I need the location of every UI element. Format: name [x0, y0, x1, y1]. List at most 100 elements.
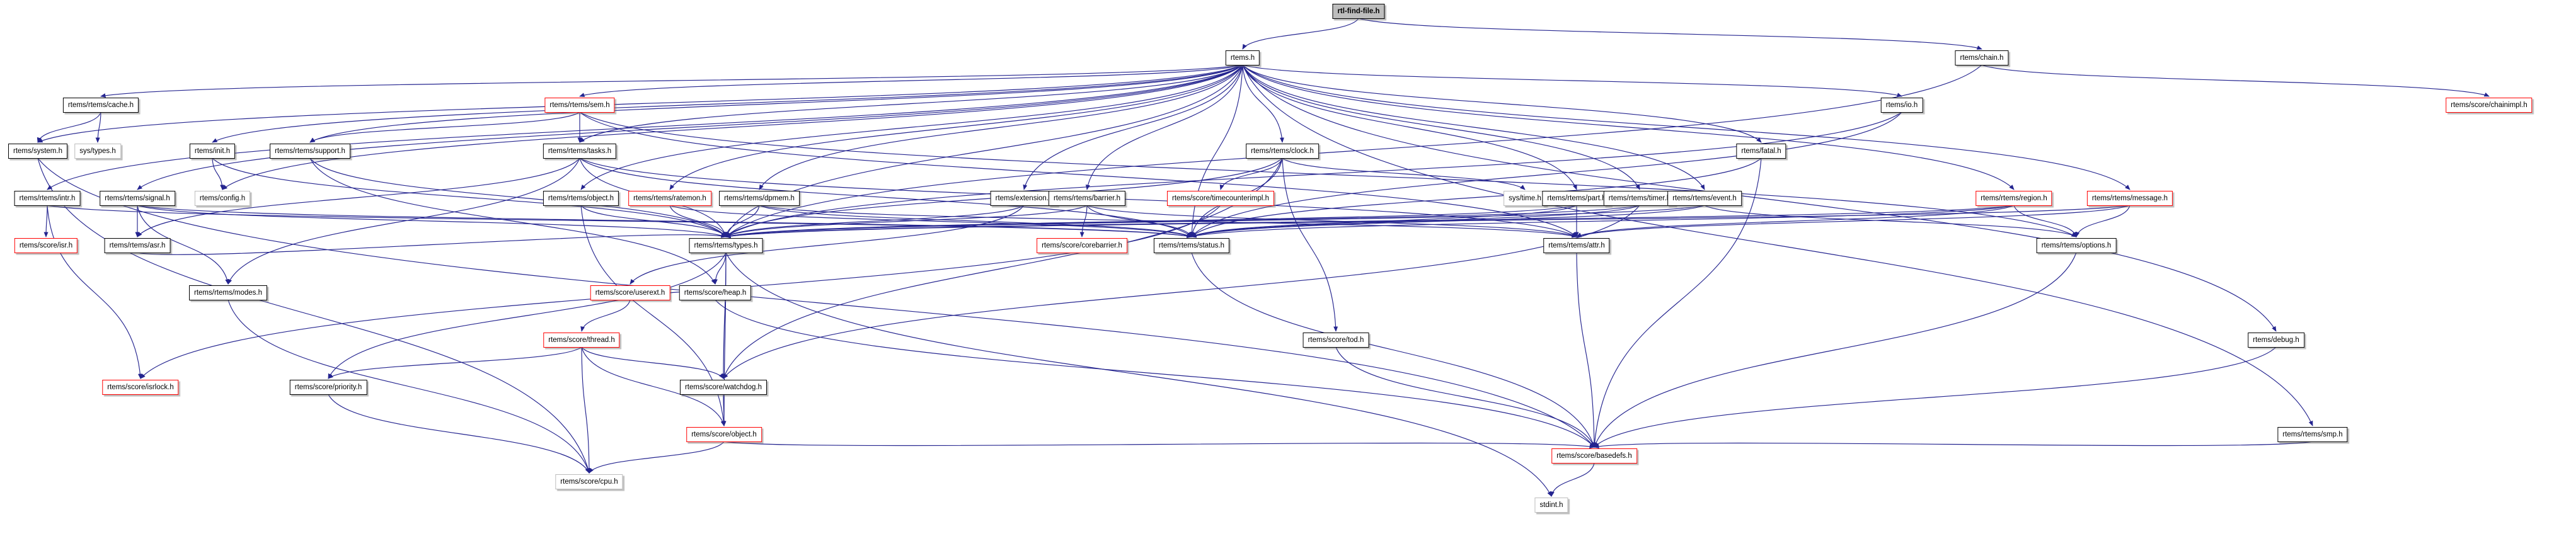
node-config[interactable]: rtems/config.h	[194, 191, 251, 206]
node-timer[interactable]: rtems/rtems/timer.h	[1603, 191, 1676, 206]
edge-ratemon-to-status	[669, 205, 1192, 237]
node-clock[interactable]: rtems/rtems/clock.h	[1246, 144, 1319, 159]
node-systypes[interactable]: sys/types.h	[74, 144, 121, 159]
edge-clock-to-tod	[1282, 157, 1338, 332]
node-tasks[interactable]: rtems/rtems/tasks.h	[543, 144, 617, 159]
edge-cache-to-system	[37, 111, 101, 143]
node-isr[interactable]: rtems/score/isr.h	[14, 238, 78, 253]
node-io[interactable]: rtems/io.h	[1880, 98, 1923, 113]
node-root[interactable]: rtl-find-file.h	[1332, 4, 1385, 19]
edge-dpmem-to-rtypes	[724, 205, 760, 237]
node-asr[interactable]: rtems/rtems/asr.h	[104, 238, 171, 253]
edge-cache-to-systypes	[95, 111, 101, 143]
node-message[interactable]: rtems/rtems/message.h	[2086, 191, 2173, 206]
edge-rtypes-to-heap	[713, 252, 727, 285]
edge-robject-to-rtypes	[580, 205, 727, 237]
edge-barrier-to-attr	[1086, 205, 1577, 237]
node-debug[interactable]: rtems/debug.h	[2248, 333, 2304, 348]
node-part[interactable]: rtems/rtems/part.h	[1542, 191, 1611, 206]
edge-rtems_h-to-ratemon	[669, 64, 1243, 190]
edge-sobject-to-cpu	[589, 441, 725, 474]
node-modes[interactable]: rtems/rtems/modes.h	[189, 285, 267, 300]
edge-debug-to-basedefs	[1594, 346, 2277, 448]
node-robject[interactable]: rtems/rtems/object.h	[543, 191, 619, 206]
edge-asr-to-rtypes	[137, 233, 727, 255]
node-sobject[interactable]: rtems/score/object.h	[686, 427, 762, 442]
edge-barrier-to-corebarrier	[1079, 205, 1088, 237]
node-options[interactable]: rtems/rtems/options.h	[2036, 238, 2117, 253]
node-cache[interactable]: rtems/rtems/cache.h	[62, 98, 139, 113]
edge-message-to-options	[2075, 205, 2130, 237]
node-stdint[interactable]: stdint.h	[1534, 498, 1568, 513]
edge-init-to-config	[212, 157, 225, 190]
node-signal[interactable]: rtems/rtems/signal.h	[100, 191, 175, 206]
node-rtems-h[interactable]: rtems.h	[1225, 50, 1260, 65]
edge-priority-to-cpu	[328, 394, 590, 474]
edge-region-to-status	[1191, 205, 2015, 238]
edge-status-to-basedefs	[1191, 252, 1596, 448]
edge-signal-to-modes	[137, 205, 230, 285]
node-rtypes[interactable]: rtems/rtems/types.h	[689, 238, 763, 253]
edge-rtems_h-to-tasks	[579, 64, 1243, 143]
edge-rtems_h-to-sem	[579, 64, 1243, 98]
edge-smp-to-basedefs	[1594, 441, 2313, 448]
node-dpmem[interactable]: rtems/rtems/dpmem.h	[719, 191, 800, 206]
node-tod[interactable]: rtems/score/tod.h	[1302, 333, 1369, 348]
node-chain[interactable]: rtems/chain.h	[1955, 50, 2009, 65]
node-attr[interactable]: rtems/rtems/attr.h	[1543, 238, 1610, 253]
node-watchdog[interactable]: rtems/score/watchdog.h	[679, 380, 768, 395]
node-smp[interactable]: rtems/rtems/smp.h	[2277, 427, 2348, 442]
edge-extension-to-userext	[630, 205, 1025, 285]
node-timecounterimpl[interactable]: rtems/score/timecounterimpl.h	[1166, 191, 1275, 206]
edge-heap-to-basedefs	[715, 299, 1595, 448]
edge-rtems_h-to-part	[1242, 64, 1577, 190]
edge-message-to-rtypes	[725, 205, 2130, 239]
node-chainimpl[interactable]: rtems/score/chainimpl.h	[2446, 98, 2533, 113]
node-barrier[interactable]: rtems/rtems/barrier.h	[1048, 191, 1126, 206]
edge-userext-to-thread	[580, 299, 631, 332]
node-thread[interactable]: rtems/score/thread.h	[543, 333, 620, 348]
edge-rtems_h-to-cache	[100, 64, 1243, 98]
node-region[interactable]: rtems/rtems/region.h	[1975, 191, 2052, 206]
node-system[interactable]: rtems/system.h	[8, 144, 67, 159]
edge-tasks-to-asr	[137, 157, 580, 237]
node-event[interactable]: rtems/rtems/event.h	[1667, 191, 1742, 206]
edge-system-to-basedefs	[37, 157, 1595, 448]
edge-thread-to-cpu	[581, 346, 592, 474]
edge-attr-to-basedefs	[1576, 252, 1597, 448]
edge-rtems_h-to-io	[1242, 64, 1902, 98]
node-userext[interactable]: rtems/score/userext.h	[590, 285, 670, 300]
node-fatal[interactable]: rtems/fatal.h	[1736, 144, 1786, 159]
node-init[interactable]: rtems/init.h	[189, 144, 236, 159]
edge-watchdog-to-sobject	[722, 394, 727, 426]
node-sem[interactable]: rtems/rtems/sem.h	[544, 98, 615, 113]
node-corebarrier[interactable]: rtems/score/corebarrier.h	[1037, 238, 1127, 253]
node-status[interactable]: rtems/rtems/status.h	[1153, 238, 1230, 253]
edge-rtems_h-to-clock	[1242, 64, 1284, 143]
edge-chain-to-rtypes	[725, 64, 1982, 237]
edge-rtems_h-to-signal	[137, 64, 1243, 190]
node-cpu[interactable]: rtems/score/cpu.h	[555, 474, 623, 489]
edge-rtems_h-to-debug	[1242, 64, 2277, 332]
edge-system-to-cpu	[37, 157, 590, 474]
edge-root-to-chain	[1358, 18, 1982, 50]
edge-thread-to-watchdog	[581, 346, 724, 379]
edge-clock-to-timecounterimpl	[1219, 157, 1283, 190]
node-ratemon[interactable]: rtems/rtems/ratemon.h	[628, 191, 711, 206]
node-systime[interactable]: sys/time.h	[1504, 191, 1546, 206]
edge-modes-to-cpu	[227, 299, 590, 474]
node-support[interactable]: rtems/rtems/support.h	[270, 144, 350, 159]
node-basedefs[interactable]: rtems/score/basedefs.h	[1551, 448, 1637, 464]
node-isrlock[interactable]: rtems/score/isrlock.h	[102, 380, 179, 395]
node-heap[interactable]: rtems/score/heap.h	[679, 285, 752, 300]
node-intr[interactable]: rtems/rtems/intr.h	[14, 191, 81, 206]
edge-chain-to-chainimpl	[1981, 64, 2490, 97]
edge-barrier-to-rtypes	[725, 205, 1088, 237]
edge-region-to-options	[2013, 205, 2078, 237]
edge-ratemon-to-rtypes	[669, 205, 727, 237]
edge-rtems_h-to-timer	[1242, 64, 1640, 190]
node-extension[interactable]: rtems/extension.h	[990, 191, 1058, 206]
edge-rtems_h-to-config	[222, 64, 1243, 190]
node-priority[interactable]: rtems/score/priority.h	[289, 380, 367, 395]
